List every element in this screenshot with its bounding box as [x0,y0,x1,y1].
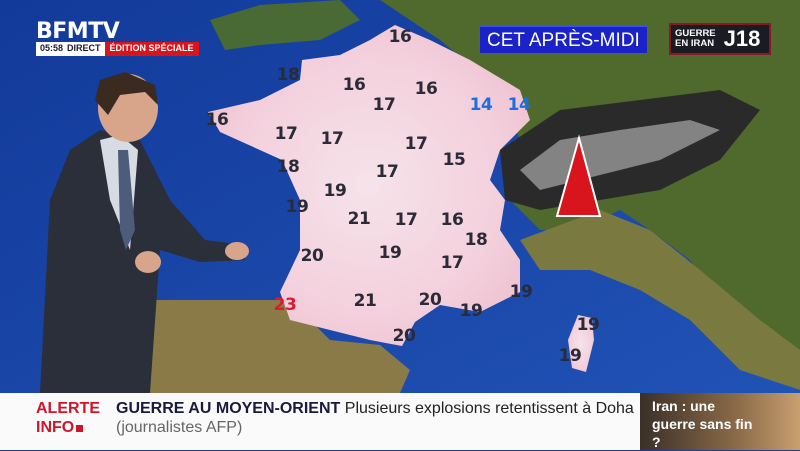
temperature-label: 19 [459,301,483,321]
temperature-label: 14 [469,95,493,115]
temperature-label: 17 [320,129,344,149]
bfmtv-logo: BFMTV [36,19,120,44]
news-ticker: ALERTE INFO GUERRE AU MOYEN-ORIENT Plusi… [0,393,640,450]
temperature-label: 16 [388,27,412,47]
edition-label: ÉDITION SPÉCIALE [104,42,199,56]
temperature-label: 20 [392,326,416,346]
headline-source: (journalistes AFP) [116,419,243,436]
temperature-label: 21 [347,209,371,229]
temperature-label: 17 [404,134,428,154]
clock: 05:58 [36,42,68,56]
temperature-label: 19 [576,315,600,335]
temperature-label: 19 [323,181,347,201]
war-banner: GUERRE EN IRAN J18 [669,23,771,55]
alert-line1: ALERTE [36,400,100,417]
temperature-label: 18 [276,157,300,177]
temperature-label: 18 [276,65,300,85]
temperature-label: 19 [378,243,402,263]
war-banner-line2: EN IRAN [675,38,715,49]
headline-text: Plusieurs explosions retentissent à Doha [344,400,634,417]
headline: GUERRE AU MOYEN-ORIENT Plusieurs explosi… [116,399,636,437]
live-label: DIRECT [67,42,105,56]
temperature-label: 16 [414,79,438,99]
temperature-label: 19 [285,197,309,217]
war-day-counter: J18 [723,26,761,51]
temperature-label: 17 [394,210,418,230]
temperature-label: 14 [507,95,531,115]
alert-line2: INFO [36,419,75,436]
corsica [568,315,594,372]
presenter [40,72,249,393]
temperature-label: 17 [274,124,298,144]
temperature-label: 21 [353,291,377,311]
temperature-label: 20 [418,290,442,310]
temperature-label: 17 [440,253,464,273]
france [208,25,530,346]
spain [140,300,410,393]
headline-topic: GUERRE AU MOYEN-ORIENT [116,400,341,417]
temperature-label: 17 [375,162,399,182]
temperature-label: 23 [273,295,297,315]
temperature-label: 15 [442,150,466,170]
italy [520,210,800,390]
temperature-label: 16 [342,75,366,95]
temperature-label: 16 [205,110,229,130]
alert-label: ALERTE INFO [36,399,100,437]
program-promo: Iran : une guerre sans fin ? [640,393,800,450]
temperature-label: 17 [372,95,396,115]
temperature-label: 19 [509,282,533,302]
forecast-period: CET APRÈS-MIDI [479,26,648,54]
square-icon [76,425,84,432]
live-strip: 05:58 DIRECT ÉDITION SPÉCIALE [36,42,199,56]
red-triangle-icon [555,134,602,217]
land-uk [210,0,360,50]
temperature-label: 16 [440,210,464,230]
promo-text: Iran : une guerre sans fin ? [652,398,753,450]
temperature-label: 20 [300,246,324,266]
temperature-label: 19 [558,346,582,366]
temperature-label: 18 [464,230,488,250]
war-banner-line1: GUERRE [675,28,716,39]
